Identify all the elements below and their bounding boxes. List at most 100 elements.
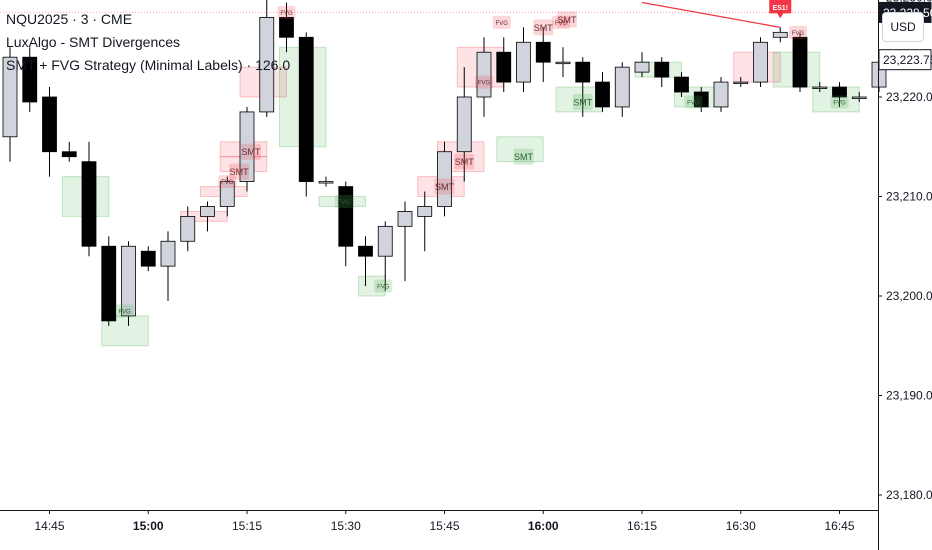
label-bg-0 bbox=[115, 304, 134, 318]
candle-body-26 bbox=[516, 41, 531, 83]
entry-marker-badge bbox=[769, 0, 792, 19]
label-text-15: SMT bbox=[557, 15, 577, 25]
candle-body-38 bbox=[753, 41, 768, 83]
y-tick-label-0: 23,180.00 bbox=[886, 488, 932, 502]
y-tick-label-4: 23,220.00 bbox=[886, 90, 932, 104]
candle-body-25 bbox=[496, 51, 512, 83]
label-text-7: FVG bbox=[377, 285, 390, 291]
label-bg-6 bbox=[334, 194, 353, 208]
candle-body-36 bbox=[713, 81, 729, 108]
symbol-title[interactable]: NQU2025 · 3 · CME bbox=[6, 11, 133, 27]
candle-body-0 bbox=[2, 56, 18, 138]
candle-body-19 bbox=[377, 225, 393, 257]
candle-body-21 bbox=[417, 206, 433, 217]
candle-body-39 bbox=[772, 31, 788, 38]
price-label-text-1: 23,223.75 bbox=[883, 53, 932, 67]
label-bg-13 bbox=[533, 19, 554, 36]
candle-body-2 bbox=[42, 96, 57, 153]
label-text-0: FVG bbox=[118, 309, 131, 315]
candle-body-16 bbox=[318, 181, 334, 184]
label-bg-2 bbox=[229, 163, 250, 180]
candle-body-42 bbox=[832, 86, 847, 98]
candle-body-22 bbox=[437, 151, 452, 207]
label-bg-18 bbox=[789, 25, 808, 39]
x-tick-label-6: 16:15 bbox=[627, 519, 657, 533]
price-label-bg-1 bbox=[878, 49, 932, 71]
label-bg-7 bbox=[374, 279, 393, 293]
candle-body-13 bbox=[259, 16, 275, 113]
x-tick-label-4: 15:45 bbox=[429, 519, 459, 533]
label-text-19: FVG bbox=[833, 100, 846, 106]
x-tick-label-5: 16:00 bbox=[528, 519, 559, 533]
label-bg-8 bbox=[434, 178, 455, 195]
entry-marker-text: ES1! bbox=[772, 5, 788, 12]
candle-body-28 bbox=[555, 61, 571, 65]
fvg-zone-13 bbox=[496, 136, 544, 163]
label-text-6: FVG bbox=[338, 200, 351, 206]
label-text-2: SMT bbox=[230, 167, 250, 177]
label-bg-4 bbox=[277, 5, 296, 19]
label-text-18: FVG bbox=[792, 31, 805, 37]
candle-body-32 bbox=[634, 61, 650, 73]
chart-labels: ES1!FVGFVGSMTSMTFVGFVGFVGFVGSMTSMTFVGFVG… bbox=[115, 0, 849, 318]
label-text-17: FVG bbox=[687, 100, 700, 106]
candle-body-17 bbox=[338, 186, 354, 247]
candle-body-30 bbox=[595, 81, 610, 108]
x-tick-label-8: 16:45 bbox=[824, 519, 854, 533]
candle-body-33 bbox=[654, 61, 670, 78]
candle-body-27 bbox=[535, 41, 551, 63]
candle-body-15 bbox=[298, 36, 314, 182]
candle-body-37 bbox=[733, 81, 749, 84]
x-tick-label-2: 15:15 bbox=[232, 519, 262, 533]
candle-body-4 bbox=[81, 161, 97, 247]
label-text-13: SMT bbox=[534, 23, 554, 33]
indicator-title[interactable]: LuxAlgo - SMT Divergences bbox=[6, 34, 181, 50]
candle-body-1 bbox=[22, 56, 38, 103]
candle-body-31 bbox=[614, 66, 630, 108]
candle-body-6 bbox=[121, 245, 136, 317]
label-bg-3 bbox=[240, 143, 261, 160]
candle-body-8 bbox=[160, 240, 176, 267]
label-bg-14 bbox=[552, 15, 571, 29]
label-bg-15 bbox=[556, 11, 577, 28]
label-text-11: FVG bbox=[496, 21, 509, 27]
candle-body-7 bbox=[140, 250, 156, 267]
fvg-zone-14 bbox=[555, 86, 603, 113]
label-bg-17 bbox=[684, 95, 703, 109]
currency-button[interactable]: USD bbox=[882, 12, 924, 42]
candle-body-43 bbox=[851, 96, 867, 99]
x-tick-label-0: 14:45 bbox=[34, 519, 64, 533]
strategy-title[interactable]: SMT + FVG Strategy (Minimal Labels) · 12… bbox=[6, 57, 291, 73]
candle-body-3 bbox=[61, 151, 77, 158]
label-text-3: SMT bbox=[241, 147, 261, 157]
x-tick-label-1: 15:00 bbox=[133, 519, 164, 533]
y-tick-label-2: 23,200.00 bbox=[886, 289, 932, 303]
candle-body-10 bbox=[200, 206, 215, 217]
candle-body-40 bbox=[792, 36, 808, 88]
y-tick-label-3: 23,210.00 bbox=[886, 190, 932, 204]
candle-body-14 bbox=[279, 16, 294, 38]
label-bg-19 bbox=[830, 95, 849, 109]
candle-body-11 bbox=[219, 181, 235, 207]
smt-trend-line bbox=[641, 1, 781, 28]
candle-body-18 bbox=[358, 245, 373, 257]
candle-body-20 bbox=[397, 211, 413, 227]
label-bg-16 bbox=[572, 93, 593, 110]
candles bbox=[2, 0, 887, 326]
label-text-12: SMT bbox=[514, 152, 534, 162]
candle-body-35 bbox=[693, 91, 709, 108]
label-text-4: FVG bbox=[280, 11, 293, 17]
label-bg-10 bbox=[475, 75, 493, 89]
chart-legend: NQU2025 · 3 · CME LuxAlgo - SMT Divergen… bbox=[6, 8, 290, 77]
x-tick-label-3: 15:30 bbox=[331, 519, 361, 533]
candle-body-34 bbox=[674, 76, 689, 93]
y-tick-label-1: 23,190.00 bbox=[886, 389, 932, 403]
label-bg-12 bbox=[513, 148, 534, 165]
label-text-8: SMT bbox=[435, 182, 455, 192]
x-tick-label-7: 16:30 bbox=[726, 519, 756, 533]
candle-body-23 bbox=[456, 96, 472, 153]
trend-lines bbox=[0, 1, 878, 28]
label-text-1: FVG bbox=[221, 180, 234, 186]
